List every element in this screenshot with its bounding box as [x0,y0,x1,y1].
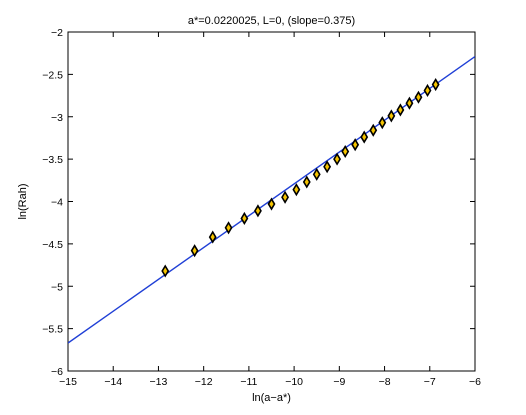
x-tick-label: −14 [104,376,122,388]
data-point-marker [312,167,321,181]
y-tick-label: −4.5 [42,239,63,251]
data-point-marker [333,152,342,166]
x-tick-label: −9 [333,376,345,388]
data-point-marker [161,264,170,278]
y-tick-label: −4 [51,197,63,209]
y-tick-label: −2 [51,27,63,39]
y-tick-label: −2.5 [42,69,63,81]
data-point-marker [208,230,217,244]
data-point-marker [302,175,311,189]
y-tick-label: −6 [51,366,63,378]
data-point-marker [323,160,332,174]
data-point-marker [431,77,440,92]
x-tick-label: −15 [59,376,77,388]
data-point-marker [190,244,199,258]
data-point-marker [405,96,414,110]
data-point-marker [292,183,301,197]
x-tick-label: −7 [424,376,436,388]
x-tick-label: −8 [379,376,391,388]
data-point-marker [240,211,249,226]
data-point-marker [341,144,350,159]
x-tick-label: −13 [150,376,168,388]
data-point-marker [351,138,360,152]
data-point-marker [423,83,432,98]
y-tick-label: −3.5 [42,154,63,166]
y-tick-label: −5 [51,281,63,293]
data-point-marker [369,123,378,137]
data-point-marker [254,204,262,218]
data-point-marker [224,221,233,235]
data-point-marker [267,197,276,211]
data-point-marker [360,130,369,144]
y-axis-label: ln(Rah) [17,183,29,219]
x-tick-label: −10 [285,376,303,388]
data-point-marker [387,109,396,123]
x-tick-label: −11 [240,376,257,388]
x-axis-label: ln(a−a*) [252,392,291,404]
data-point-marker [396,103,405,117]
data-point-marker [378,116,387,130]
chart-title: a*=0.0220025, L=0, (slope=0.375) [188,15,355,27]
data-point-marker [414,90,423,104]
x-tick-label: −6 [469,376,481,388]
y-tick-label: −5.5 [42,324,63,336]
data-point-marker [281,190,289,204]
y-tick-label: −3 [51,112,63,124]
x-tick-label: −12 [195,376,213,388]
